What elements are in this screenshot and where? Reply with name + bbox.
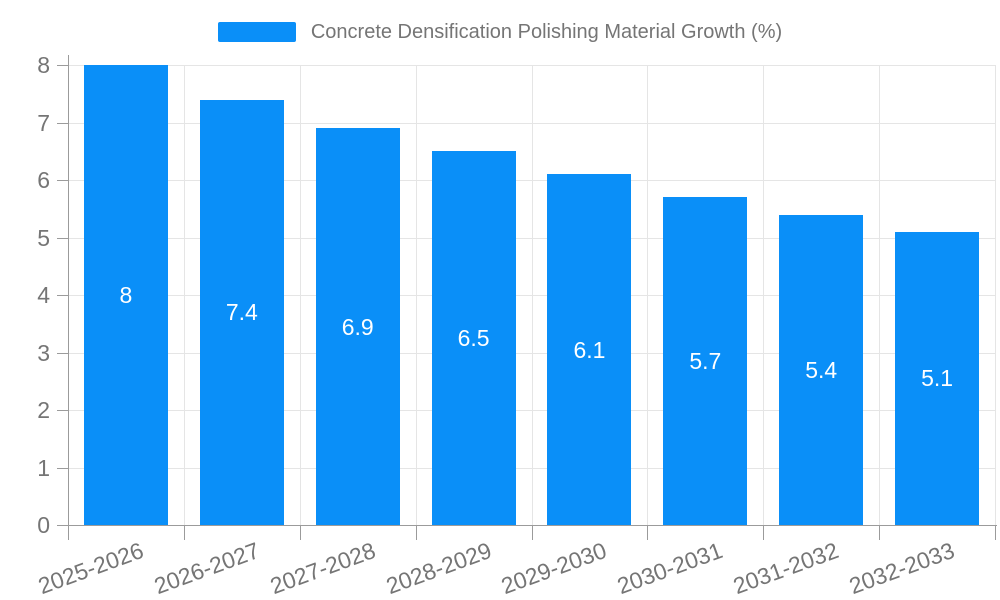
x-axis-tick <box>879 525 881 540</box>
bar-2026-2027[interactable] <box>199 99 284 525</box>
x-axis-tick <box>995 525 996 540</box>
legend-swatch <box>217 22 296 42</box>
bar-value-label: 6.9 <box>341 313 374 340</box>
bar-2030-2031[interactable] <box>663 197 748 525</box>
legend-item[interactable]: Concrete Densification Polishing Materia… <box>0 20 1000 44</box>
x-gridline <box>531 65 533 525</box>
x-axis-tick <box>647 525 649 540</box>
bar-value-label: 6.5 <box>457 325 490 352</box>
y-axis-tick <box>57 352 68 354</box>
y-axis-tick <box>57 65 68 66</box>
bar-value-label: 5.4 <box>805 356 838 383</box>
y-axis-tick <box>57 237 68 239</box>
x-gridline <box>763 65 765 525</box>
bar-value-label: 5.1 <box>921 365 954 392</box>
y-axis-line <box>68 55 69 525</box>
x-gridline <box>415 65 417 525</box>
y-axis-tick-label: 0 <box>37 512 50 538</box>
bar-2025-2026[interactable] <box>83 65 168 525</box>
x-axis-tick-label: 2028-2029 <box>382 537 495 600</box>
bar-2029-2030[interactable] <box>547 174 632 525</box>
y-axis-tick-label: 3 <box>37 339 50 366</box>
x-axis-tick-label: 2026-2027 <box>150 537 263 600</box>
y-axis-tick <box>57 122 68 124</box>
bar-value-label: 6.1 <box>573 336 606 363</box>
bar-2028-2029[interactable] <box>431 151 516 525</box>
x-axis-tick <box>763 525 765 540</box>
y-axis-tick <box>57 467 68 469</box>
bar-2031-2032[interactable] <box>779 214 864 525</box>
y-axis-tick-label: 8 <box>37 52 50 78</box>
x-gridline <box>879 65 881 525</box>
x-axis-tick-label: 2031-2032 <box>729 537 843 600</box>
x-axis-tick-label: 2029-2030 <box>498 537 611 600</box>
y-axis-tick <box>57 410 68 411</box>
bar-2027-2028[interactable] <box>315 128 400 525</box>
y-axis-tick-label: 1 <box>37 454 50 481</box>
bar-value-label: 5.7 <box>689 348 722 375</box>
x-gridline <box>995 65 996 525</box>
x-axis-tick <box>531 525 533 540</box>
x-axis-tick <box>183 525 185 540</box>
y-axis-tick-label: 5 <box>37 224 50 251</box>
x-axis-tick-label: 2030-2031 <box>613 537 727 600</box>
y-axis-tick-label: 6 <box>37 167 50 193</box>
x-gridline <box>299 65 301 525</box>
legend-label: Concrete Densification Polishing Materia… <box>310 21 783 43</box>
y-axis-tick-label: 7 <box>37 109 50 136</box>
y-axis-tick-label: 2 <box>37 397 50 423</box>
x-axis-tick <box>299 525 301 540</box>
x-gridline <box>183 65 185 525</box>
x-axis-tick-label: 2032-2033 <box>845 537 958 600</box>
x-axis-tick <box>68 525 69 540</box>
bar-2032-2033[interactable] <box>895 231 980 525</box>
x-axis-tick-label: 2027-2028 <box>266 537 379 600</box>
x-axis-tick-label: 2025-2026 <box>34 537 147 600</box>
y-axis-tick <box>57 295 68 296</box>
x-axis-tick <box>415 525 417 540</box>
y-axis-tick <box>57 525 68 526</box>
y-axis-tick <box>57 180 68 181</box>
bar-value-label: 7.4 <box>225 299 258 326</box>
x-axis-line <box>68 525 997 526</box>
bar-value-label: 8 <box>119 282 133 308</box>
x-gridline <box>647 65 649 525</box>
y-axis-tick-label: 4 <box>37 282 50 308</box>
